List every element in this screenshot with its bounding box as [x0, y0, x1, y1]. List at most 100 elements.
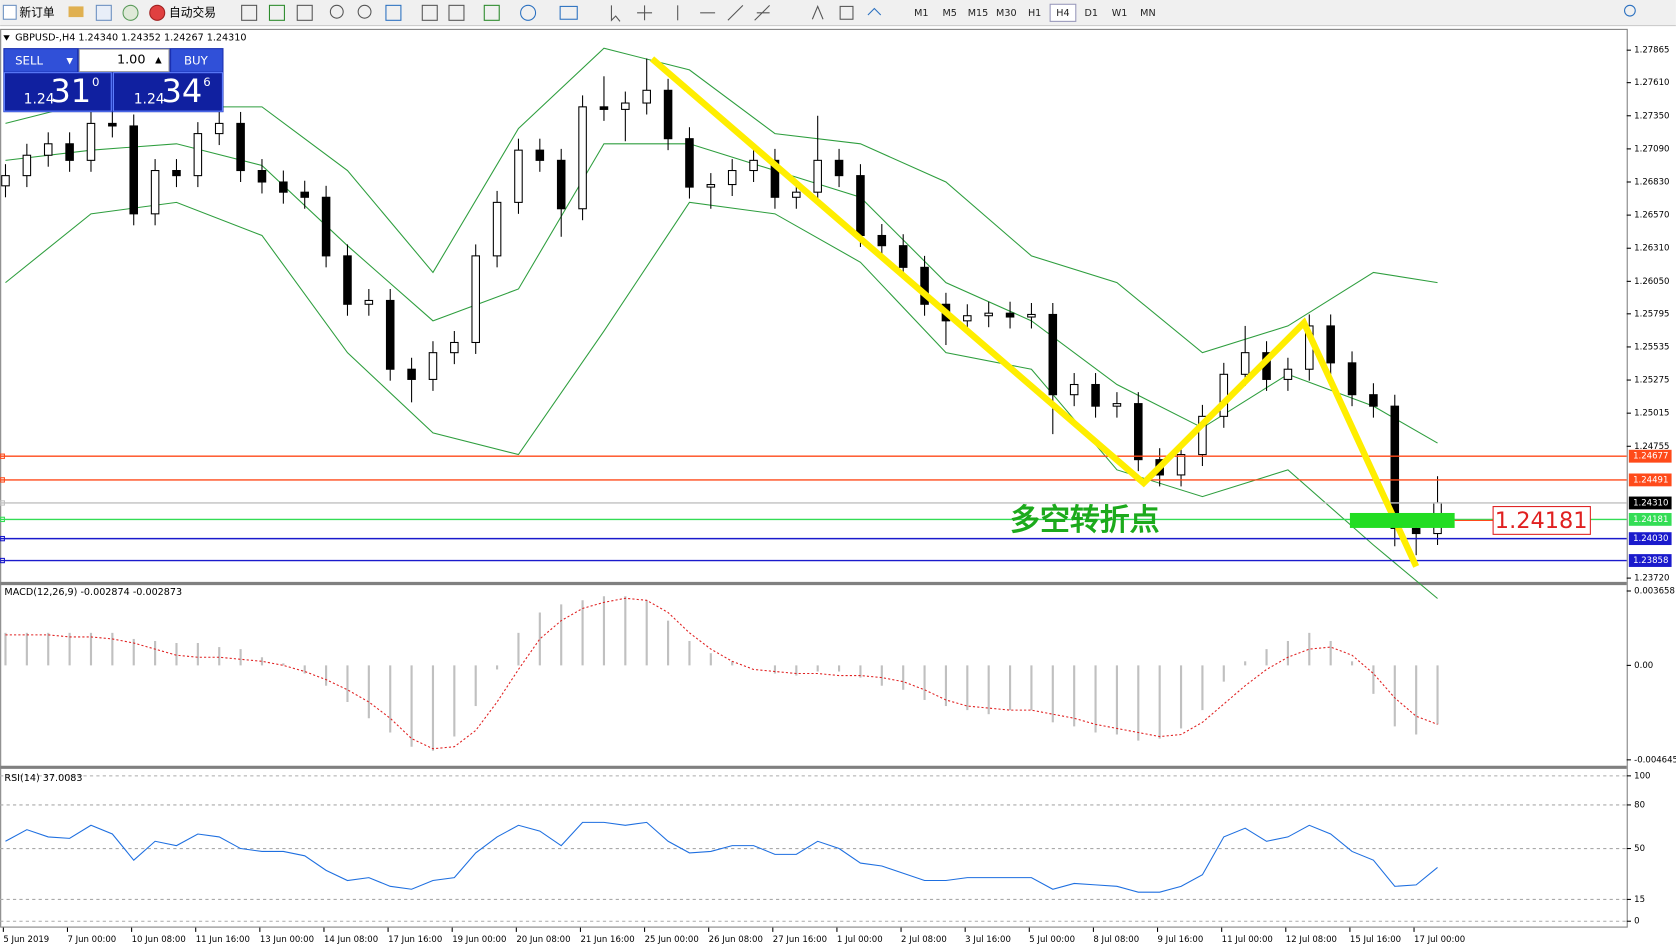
zoom-out-icon[interactable]: [357, 4, 372, 19]
toolbar-icon[interactable]: [68, 6, 84, 18]
buy-price-box[interactable]: [112, 72, 223, 112]
price-level-handle: [0, 477, 5, 483]
x-tick-label: 3 Jul 16:00: [965, 935, 1011, 945]
lots-up[interactable]: ▲: [155, 55, 162, 65]
candle-body: [642, 89, 651, 104]
candle-body: [364, 299, 374, 305]
candle-body: [727, 170, 737, 186]
tool-icon[interactable]: [520, 4, 537, 21]
timeframe-button[interactable]: MN: [1140, 8, 1155, 19]
candle-body: [471, 255, 480, 344]
auto-trading-button[interactable]: 自动交易: [169, 5, 216, 19]
lots-down[interactable]: ▼: [66, 56, 73, 66]
zoom-in-icon[interactable]: [329, 4, 344, 19]
timeframe-button[interactable]: H1: [1028, 8, 1041, 19]
timeframe-active[interactable]: [1049, 3, 1077, 22]
cursor-icon[interactable]: [610, 5, 621, 22]
search-icon[interactable]: [1624, 4, 1636, 17]
price-level-label: 1.24030: [1633, 534, 1668, 544]
buy-price-pips[interactable]: 34: [162, 72, 203, 110]
y-tick-label: 1.27350: [1634, 111, 1669, 121]
y-tick-label: 1.25535: [1634, 342, 1669, 352]
price-level-tag: [1628, 512, 1672, 526]
price-level-handle: [0, 516, 5, 523]
macd-signal: [5, 597, 1438, 750]
candle-body: [1326, 325, 1335, 364]
arrow-icon[interactable]: [867, 7, 882, 16]
sell-button[interactable]: [4, 49, 78, 72]
candle-body: [920, 266, 929, 305]
sell-label[interactable]: SELL: [15, 53, 43, 67]
candle-body: [257, 170, 267, 183]
candle-body: [1069, 383, 1079, 396]
tool-icon[interactable]: [483, 4, 500, 21]
tool-icon[interactable]: [559, 5, 578, 20]
toolbar-icon[interactable]: [95, 4, 112, 21]
buy-label[interactable]: BUY: [184, 53, 209, 67]
price-level-tag: [1628, 554, 1672, 567]
y-tick-label: 1.26310: [1634, 244, 1669, 254]
candle-body: [1240, 352, 1250, 375]
price-level-tag: [1628, 473, 1672, 487]
bollinger-lower: [5, 201, 1438, 599]
candle-body: [22, 154, 32, 177]
sell-price-big[interactable]: 1.24: [24, 91, 55, 107]
y-tick-label: 0.00: [1634, 661, 1653, 671]
tool-icon[interactable]: [296, 4, 313, 21]
toolbar-icon[interactable]: [122, 4, 139, 21]
y-tick-label: 1.26570: [1634, 211, 1669, 221]
price-box: [1492, 506, 1591, 535]
label-icon[interactable]: [839, 5, 854, 20]
tool-icon[interactable]: [421, 4, 438, 21]
y-tick-label: 0: [1634, 917, 1639, 927]
candle-body: [1390, 405, 1400, 529]
x-tick-label: 8 Jul 08:00: [1093, 935, 1139, 945]
y-tick-label: 1.27610: [1634, 78, 1669, 88]
sell-price-point[interactable]: 0: [92, 75, 99, 89]
timeframe-button[interactable]: W1: [1112, 8, 1128, 19]
candle-body: [407, 368, 416, 380]
trade-panel: SELL ▼ 1.00 ▲ BUY 1.24 31 0 1.24 34 6: [3, 48, 224, 113]
trendline-icon[interactable]: [727, 4, 744, 21]
tool-icon[interactable]: [241, 4, 258, 21]
x-tick-label: 1 Jul 00:00: [837, 935, 883, 945]
x-tick-label: 5 Jul 00:00: [1029, 935, 1075, 945]
tool-icon[interactable]: [268, 4, 285, 21]
candle-body: [428, 352, 438, 380]
auto-trading-icon[interactable]: [149, 4, 166, 21]
sell-price-pips[interactable]: 31: [50, 72, 91, 110]
annotation: 多空转折点: [1010, 503, 1160, 538]
candle-body: [599, 106, 609, 110]
y-tick-label: 0.003658: [1634, 586, 1675, 596]
timeframe-button[interactable]: H4: [1056, 8, 1069, 19]
tool-icon[interactable]: [448, 4, 465, 21]
channel-icon[interactable]: [754, 4, 770, 21]
tool-icon[interactable]: [385, 4, 402, 21]
candle-body: [172, 170, 181, 177]
timeframe-button[interactable]: M30: [996, 8, 1017, 19]
candle-body: [214, 122, 224, 135]
buy-price-point[interactable]: 6: [203, 75, 210, 89]
candle-body: [706, 184, 716, 188]
new-order-icon[interactable]: [2, 4, 17, 20]
new-order-button[interactable]: 新订单: [19, 5, 54, 19]
timeframe-button[interactable]: M15: [968, 8, 989, 19]
buy-price-big[interactable]: 1.24: [134, 91, 165, 107]
lots-value[interactable]: 1.00: [117, 52, 146, 67]
candle-body: [770, 159, 780, 198]
candle-body: [813, 159, 822, 193]
crosshair-icon[interactable]: [637, 5, 653, 21]
timeframe-button[interactable]: M5: [942, 8, 956, 19]
rsi-title: RSI(14) 37.0083: [4, 773, 82, 784]
x-tick-label: 26 Jun 08:00: [709, 935, 763, 945]
timeframe-button[interactable]: M1: [914, 8, 928, 19]
y-tick-label: 50: [1634, 844, 1645, 854]
lots-input[interactable]: [78, 48, 170, 73]
text-icon[interactable]: [811, 5, 824, 20]
candle-body: [300, 191, 309, 198]
buy-button[interactable]: [171, 49, 223, 72]
sell-price-box[interactable]: [3, 72, 112, 112]
x-tick-label: 2 Jul 08:00: [901, 935, 947, 945]
timeframe-button[interactable]: D1: [1085, 8, 1099, 19]
